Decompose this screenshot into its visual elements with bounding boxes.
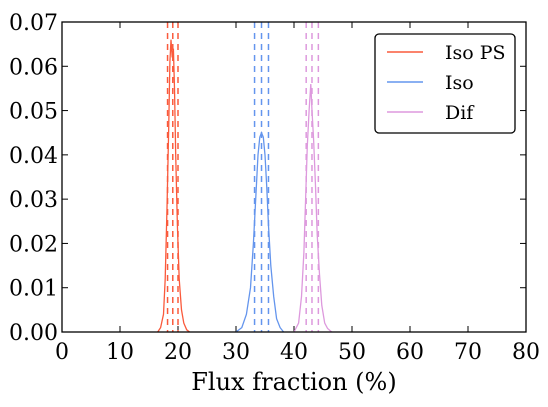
x-tick-label: 0 [55,340,69,365]
iso-series-line [235,130,285,333]
dif-series-line [293,83,333,333]
quantile-lines-layer [166,22,320,332]
legend-box [374,33,516,134]
legend-label-iso-ps: Iso PS [445,42,506,64]
y-tick-label: 0.02 [9,232,58,257]
x-tick-label: 70 [454,340,482,365]
x-axis-title: Flux fraction (%) [191,368,396,396]
x-tick-label: 50 [338,340,366,365]
y-tick-label: 0.04 [9,144,58,169]
x-tick-labels: 0 10 20 30 40 50 60 70 80 [55,340,540,365]
y-tick-label: 0.00 [9,321,58,346]
x-tick-label: 80 [512,340,540,365]
y-tick-label: 0.07 [9,11,58,36]
y-tick-labels: 0.00 0.01 0.02 0.03 0.04 0.05 0.06 0.07 [9,11,58,346]
legend: Iso PS Iso Dif [374,33,516,134]
y-tick-label: 0.05 [9,100,58,125]
plot-area-frame [61,21,527,333]
x-tick-label: 10 [106,340,134,365]
x-tick-label: 60 [396,340,424,365]
legend-label-iso: Iso [445,72,474,94]
x-tick-label: 40 [280,340,308,365]
series-layer [157,39,333,333]
x-tick-label: 30 [222,340,250,365]
legend-label-dif: Dif [445,102,475,124]
x-tick-label: 20 [164,340,192,365]
y-tick-label: 0.01 [9,277,58,302]
y-tick-label: 0.03 [9,188,58,213]
iso-ps-series-line [157,39,190,333]
y-tick-label: 0.06 [9,55,58,80]
